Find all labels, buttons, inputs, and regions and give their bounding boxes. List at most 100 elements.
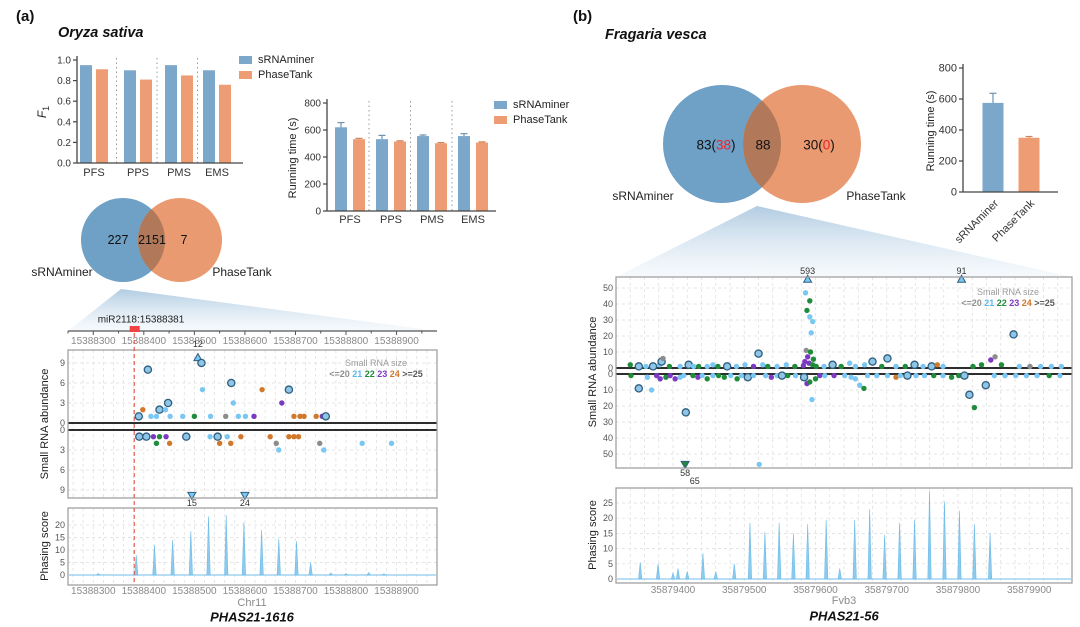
svg-text:PMS: PMS (167, 167, 191, 179)
svg-text:593: 593 (800, 266, 815, 276)
svg-text:58: 58 (680, 468, 690, 478)
svg-text:10: 10 (603, 544, 613, 554)
svg-text:15388600: 15388600 (223, 586, 268, 597)
svg-text:6: 6 (60, 465, 65, 475)
svg-text:15: 15 (603, 528, 613, 538)
svg-text:9: 9 (60, 358, 65, 368)
zoom-funnel-b (616, 206, 1072, 277)
svg-text:15388500: 15388500 (172, 586, 217, 597)
a-runtime-axis-label: Running time (s) (287, 118, 299, 199)
b-runtime-axis-label: Running time (s) (925, 91, 937, 172)
svg-text:15388400: 15388400 (122, 586, 167, 597)
svg-text:3: 3 (60, 398, 65, 408)
svg-text:0: 0 (608, 369, 613, 379)
svg-text:200: 200 (304, 180, 321, 191)
svg-text:15388300: 15388300 (71, 336, 116, 347)
svg-text:20: 20 (55, 520, 65, 530)
svg-text:400: 400 (939, 125, 957, 137)
svg-text:40: 40 (603, 299, 613, 309)
svg-text:15388900: 15388900 (374, 336, 419, 347)
svg-text:35879800: 35879800 (936, 585, 981, 596)
svg-text:0.6: 0.6 (57, 97, 71, 108)
b-phasing-axis-label: Phasing score (587, 500, 599, 570)
svg-text:0.4: 0.4 (57, 117, 71, 128)
svg-text:5: 5 (60, 558, 65, 568)
svg-text:91: 91 (957, 266, 967, 276)
svg-text:0: 0 (60, 418, 65, 428)
svg-text:30: 30 (603, 417, 613, 427)
a-f1-bar-chart: 0.0 0.2 0.4 0.6 0.8 1.0 PFS PPS PMS EMS (57, 56, 243, 179)
svg-text:PFS: PFS (339, 214, 360, 226)
svg-text:Small RNA size: Small RNA size (345, 358, 407, 368)
svg-text:0: 0 (951, 187, 957, 199)
svg-text:6: 6 (60, 378, 65, 388)
svg-text:15: 15 (55, 533, 65, 543)
svg-text:<=20 21 22 23 24 >=25: <=20 21 22 23 24 >=25 (329, 369, 423, 379)
svg-text:15388700: 15388700 (273, 336, 318, 347)
svg-text:0: 0 (60, 425, 65, 435)
svg-text:10: 10 (603, 347, 613, 357)
svg-text:35879900: 35879900 (1007, 585, 1052, 596)
svg-text:35879600: 35879600 (793, 585, 838, 596)
svg-text:15388800: 15388800 (324, 336, 369, 347)
svg-text:800: 800 (939, 63, 957, 75)
svg-text:0.0: 0.0 (57, 159, 71, 170)
svg-text:<=20 21 22 23 24 >=25: <=20 21 22 23 24 >=25 (961, 298, 1055, 308)
svg-text:3: 3 (60, 445, 65, 455)
a-venn-diagram (81, 198, 222, 282)
a-runtime-bar-chart: 0 200 400 600 800 PFS PPS PMS EMS (304, 99, 496, 226)
svg-text:10: 10 (603, 385, 613, 395)
a-phasing-score-plot: 0 5 10 15 20 15388300 15388400 15388500 15388600… (55, 507, 438, 597)
svg-text:24: 24 (240, 498, 250, 508)
b-phasing-score-plot: 0 5 10 15 20 25 35879400 35879500 35879600 358797… (603, 487, 1073, 596)
svg-text:0: 0 (608, 363, 613, 373)
b-venn-diagram (663, 85, 861, 203)
svg-text:20: 20 (603, 331, 613, 341)
svg-text:35879400: 35879400 (651, 585, 696, 596)
a-phasing-axis-label: Phasing score (39, 511, 51, 581)
svg-text:PPS: PPS (127, 167, 149, 179)
svg-text:15388700: 15388700 (273, 586, 318, 597)
svg-text:25: 25 (603, 498, 613, 508)
svg-text:0: 0 (60, 570, 65, 580)
zoom-funnel-a (68, 289, 437, 331)
svg-text:15388600: 15388600 (223, 336, 268, 347)
svg-text:600: 600 (939, 94, 957, 106)
a-srna-abundance-plot: 3 3 6 6 9 9 00 12 15 24 Small RNA size<=20 21 22 2… (60, 339, 438, 508)
svg-text:PFS: PFS (83, 167, 104, 179)
svg-text:EMS: EMS (461, 214, 485, 226)
svg-text:1.0: 1.0 (57, 56, 71, 67)
a-f1-axis-label: F1 (35, 106, 51, 118)
svg-text:5: 5 (608, 559, 613, 569)
svg-text:15388300: 15388300 (71, 586, 116, 597)
svg-text:15388800: 15388800 (324, 586, 369, 597)
a-abundance-axis-label: Small RNA abundance (39, 369, 51, 480)
svg-text:20: 20 (603, 401, 613, 411)
svg-text:0.8: 0.8 (57, 76, 71, 87)
svg-text:800: 800 (304, 99, 321, 110)
svg-text:9: 9 (60, 485, 65, 495)
svg-text:20: 20 (603, 513, 613, 523)
svg-text:12: 12 (193, 339, 203, 349)
svg-text:EMS: EMS (205, 167, 229, 179)
svg-text:35879500: 35879500 (722, 585, 767, 596)
svg-text:15388400: 15388400 (122, 336, 167, 347)
svg-text:0: 0 (608, 574, 613, 584)
svg-text:15388900: 15388900 (374, 586, 419, 597)
svg-text:10: 10 (55, 545, 65, 555)
svg-text:15: 15 (187, 498, 197, 508)
b-abundance-axis-label: Small RNA abundance (587, 317, 599, 428)
svg-text:15388500: 15388500 (172, 336, 217, 347)
svg-text:0.2: 0.2 (57, 138, 71, 149)
svg-text:200: 200 (939, 156, 957, 168)
a-genomic-ruler: 15388300 15388400 15388500 15388600 15388700… (67, 326, 437, 347)
svg-text:30: 30 (603, 315, 613, 325)
svg-text:Small RNA size: Small RNA size (977, 287, 1039, 297)
svg-text:65: 65 (690, 476, 700, 486)
svg-text:400: 400 (304, 153, 321, 164)
svg-text:50: 50 (603, 449, 613, 459)
